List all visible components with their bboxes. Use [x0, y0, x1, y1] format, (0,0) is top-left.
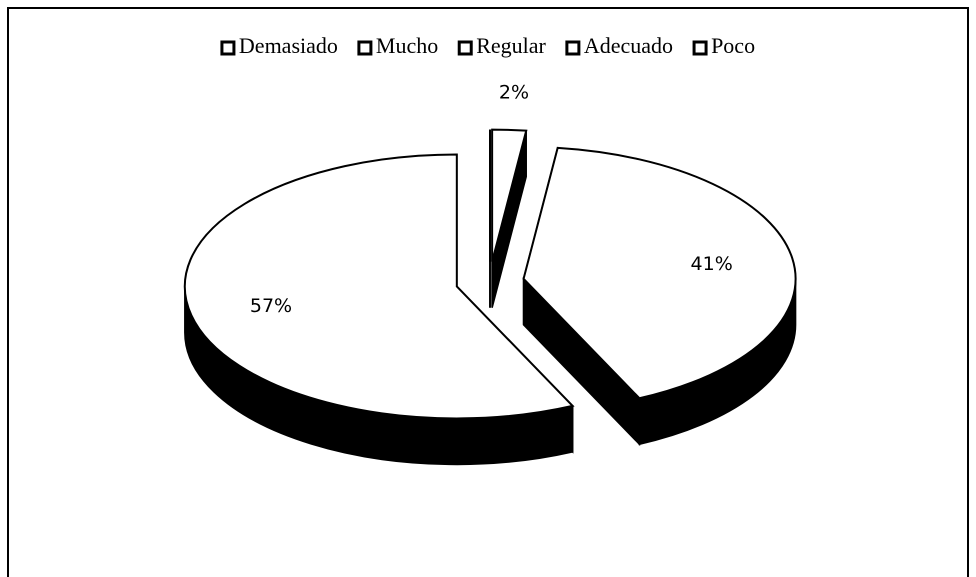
data-label: 57%: [250, 295, 292, 317]
legend-swatch: [565, 40, 581, 56]
data-label: 41%: [691, 253, 733, 275]
plot-area: 2% 41% 57%: [183, 82, 797, 466]
legend-label: Demasiado: [239, 33, 338, 58]
legend: Demasiado Mucho Regular Adecuado Poco: [220, 33, 755, 58]
legend-swatch: [220, 40, 236, 56]
legend-swatch: [692, 40, 708, 56]
legend-label: Adecuado: [584, 33, 673, 58]
chart-border: [7, 7, 969, 577]
pie-slice: [522, 146, 797, 400]
legend-swatch: [457, 40, 473, 56]
data-label: 2%: [499, 82, 529, 104]
legend-label: Regular: [476, 33, 546, 58]
legend-swatch: [357, 40, 373, 56]
pie-slice: [183, 153, 575, 420]
legend-label: Mucho: [376, 33, 438, 58]
pie-slice: [491, 128, 528, 262]
legend-label: Poco: [711, 33, 755, 58]
